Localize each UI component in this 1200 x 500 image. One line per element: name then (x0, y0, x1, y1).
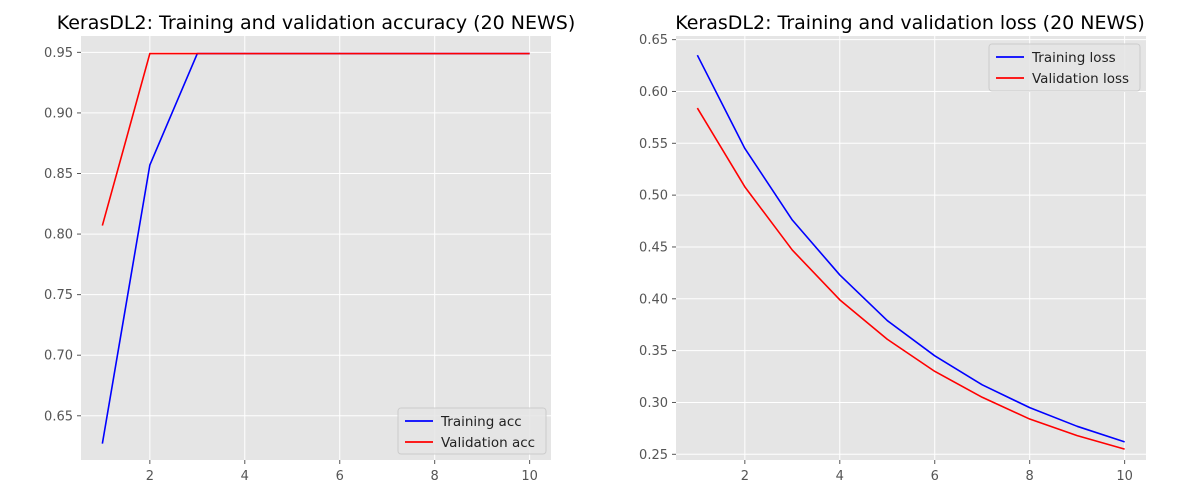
loss-ytick-label: 0.45 (639, 240, 668, 255)
accuracy-ytick-label: 0.75 (44, 288, 73, 303)
accuracy-ytick-label: 0.90 (44, 106, 73, 121)
accuracy-chart-title: KerasDL2: Training and validation accura… (57, 12, 576, 34)
accuracy-ytick-label: 0.65 (44, 409, 73, 424)
loss-plot-area (676, 36, 1146, 460)
loss-ytick-label: 0.40 (639, 292, 668, 307)
accuracy-series-validation-acc-line (101, 52, 530, 226)
loss-xtick-label: 6 (931, 469, 939, 484)
loss-xtick-label: 10 (1116, 469, 1133, 484)
accuracy-legend-box (397, 407, 547, 455)
loss-ytick-label: 0.30 (639, 396, 668, 411)
loss-ytick-label: 0.60 (639, 85, 668, 100)
loss-legend: Training loss Validation loss (988, 43, 1141, 92)
accuracy-xtick-label: 2 (146, 469, 154, 484)
accuracy-xtick-label: 10 (521, 469, 538, 484)
loss-xtick-label: 4 (836, 469, 844, 484)
accuracy-legend: Training acc Validation acc (397, 407, 547, 455)
loss-ytick-label: 0.50 (639, 189, 668, 204)
accuracy-ytick-label: 0.95 (44, 46, 73, 61)
loss-ytick-label: 0.55 (639, 137, 668, 152)
accuracy-legend-label: Training acc (440, 414, 522, 430)
loss-xtick-label: 8 (1026, 469, 1034, 484)
loss-ytick-label: 0.65 (639, 33, 668, 48)
loss-chart: KerasDL2: Training and validation loss (… (639, 12, 1146, 484)
accuracy-xtick-label: 8 (431, 469, 439, 484)
accuracy-ytick-label: 0.80 (44, 228, 73, 243)
loss-series-validation-loss-line (696, 107, 1125, 450)
loss-ytick-label: 0.25 (639, 448, 668, 463)
accuracy-plot-area (81, 36, 551, 460)
accuracy-xtick-label: 4 (241, 469, 249, 484)
accuracy-ytick-label: 0.85 (44, 167, 73, 182)
loss-legend-label: Training loss (1031, 50, 1116, 66)
loss-chart-title: KerasDL2: Training and validation loss (… (675, 12, 1145, 34)
loss-ytick-label: 0.35 (639, 344, 668, 359)
accuracy-legend-label: Validation acc (441, 435, 535, 451)
loss-legend-label: Validation loss (1032, 71, 1129, 87)
accuracy-ytick-label: 0.70 (44, 349, 73, 364)
loss-legend-box (988, 43, 1141, 92)
accuracy-xtick-label: 6 (336, 469, 344, 484)
loss-xtick-label: 2 (741, 469, 749, 484)
accuracy-chart: KerasDL2: Training and validation accura… (44, 12, 575, 484)
loss-series-training-loss-line (696, 54, 1125, 443)
